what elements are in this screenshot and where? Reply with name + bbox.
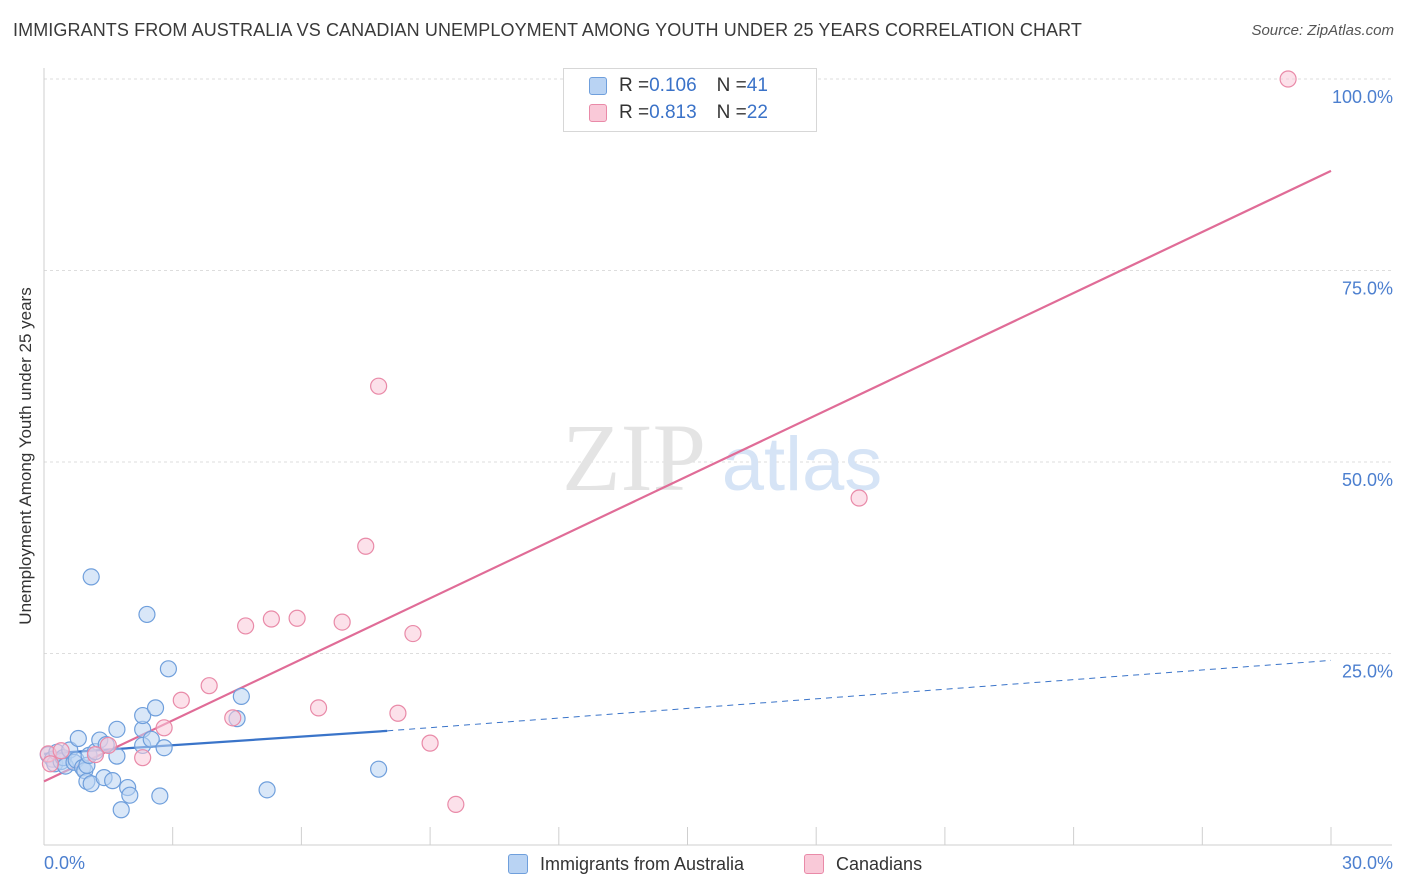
watermark-zip: ZIP <box>562 404 706 511</box>
blue-data-point <box>258 781 276 799</box>
y-tick-label: 50.0% <box>1342 470 1393 490</box>
y-tick-label: 25.0% <box>1342 662 1393 682</box>
pink-data-point <box>200 677 218 695</box>
x-tick-label: 0.0% <box>44 853 85 873</box>
pink-data-point <box>224 709 242 727</box>
pink-trend-line <box>43 169 1332 783</box>
legend-row-australia: R = 0.106 N = 41 <box>589 74 768 98</box>
pink-data-point <box>41 755 60 773</box>
blue-data-point <box>155 739 173 757</box>
legend-n-value: 41 <box>746 75 768 96</box>
blue-data-point <box>138 605 156 624</box>
pink-data-point <box>86 746 105 764</box>
blue-trend-line-dashed <box>387 659 1332 732</box>
gridlines <box>44 78 1392 654</box>
source-label: Source: ZipAtlas.com <box>1251 22 1394 39</box>
pink-data-point <box>309 699 328 717</box>
pink-data-point <box>99 736 117 755</box>
legend-swatch-pink <box>804 854 824 874</box>
blue-data-point <box>232 687 250 705</box>
y-tick-label: 75.0% <box>1342 279 1393 299</box>
pink-data-point <box>357 537 375 555</box>
legend-swatch-blue <box>589 77 607 95</box>
legend-label-canadians: Canadians <box>836 853 923 874</box>
pink-data-point <box>333 613 351 631</box>
blue-data-point <box>134 706 152 725</box>
legend-row-canadians: R = 0.813 N = 22 <box>589 101 768 125</box>
legend-swatch-blue <box>508 854 528 874</box>
blue-data-point <box>146 699 165 717</box>
legend-r-value: 0.813 <box>649 102 697 123</box>
pink-data-point <box>262 610 280 628</box>
blue-data-point <box>151 787 169 805</box>
x-tick-label: 30.0% <box>1342 853 1393 873</box>
blue-data-point <box>370 760 388 778</box>
pink-data-point <box>389 704 407 722</box>
pink-data-point <box>172 691 190 709</box>
legend-n-value: 22 <box>746 102 768 123</box>
blue-data-point <box>69 729 87 748</box>
legend-n-label: N = <box>716 75 747 96</box>
tick-labels: 0.0% 30.0% 25.0% 50.0% 75.0% 100.0% <box>44 87 1393 873</box>
y-axis-label: Unemployment Among Youth under 25 years <box>16 287 35 625</box>
legend-r-label: R = <box>619 75 650 96</box>
legend-n-label: N = <box>716 102 747 123</box>
pink-data-point <box>1279 70 1297 88</box>
pink-data-point <box>447 795 465 814</box>
blue-data-point <box>108 720 126 738</box>
blue-data-point <box>104 772 122 790</box>
pink-data-point <box>404 624 422 643</box>
correlation-legend: R = 0.106 N = 41 R = 0.813 N = 22 <box>563 68 817 132</box>
blue-data-point <box>121 786 139 804</box>
legend-item-australia: Immigrants from Australia <box>508 851 744 877</box>
pink-data-point <box>850 489 868 507</box>
legend-r-value: 0.106 <box>649 75 697 96</box>
blue-data-point <box>112 801 130 819</box>
pink-data-point <box>237 617 255 635</box>
data-points <box>39 70 1297 819</box>
blue-data-point <box>142 730 160 748</box>
watermark: ZIP atlas <box>562 404 882 511</box>
y-tick-label: 100.0% <box>1332 87 1393 107</box>
blue-data-point <box>159 660 178 678</box>
legend-label-australia: Immigrants from Australia <box>540 853 745 874</box>
axes <box>43 68 1392 846</box>
pink-data-point <box>52 742 70 760</box>
legend-item-canadians: Canadians <box>804 851 922 877</box>
chart-title: IMMIGRANTS FROM AUSTRALIA VS CANADIAN UN… <box>13 20 1083 40</box>
pink-data-point <box>134 749 152 767</box>
legend-r-label: R = <box>619 102 650 123</box>
pink-data-point <box>421 734 439 752</box>
pink-data-point <box>288 609 306 627</box>
legend-swatch-pink <box>589 104 607 122</box>
pink-data-point <box>155 719 173 737</box>
blue-data-point <box>82 568 100 586</box>
pink-data-point <box>370 377 388 395</box>
